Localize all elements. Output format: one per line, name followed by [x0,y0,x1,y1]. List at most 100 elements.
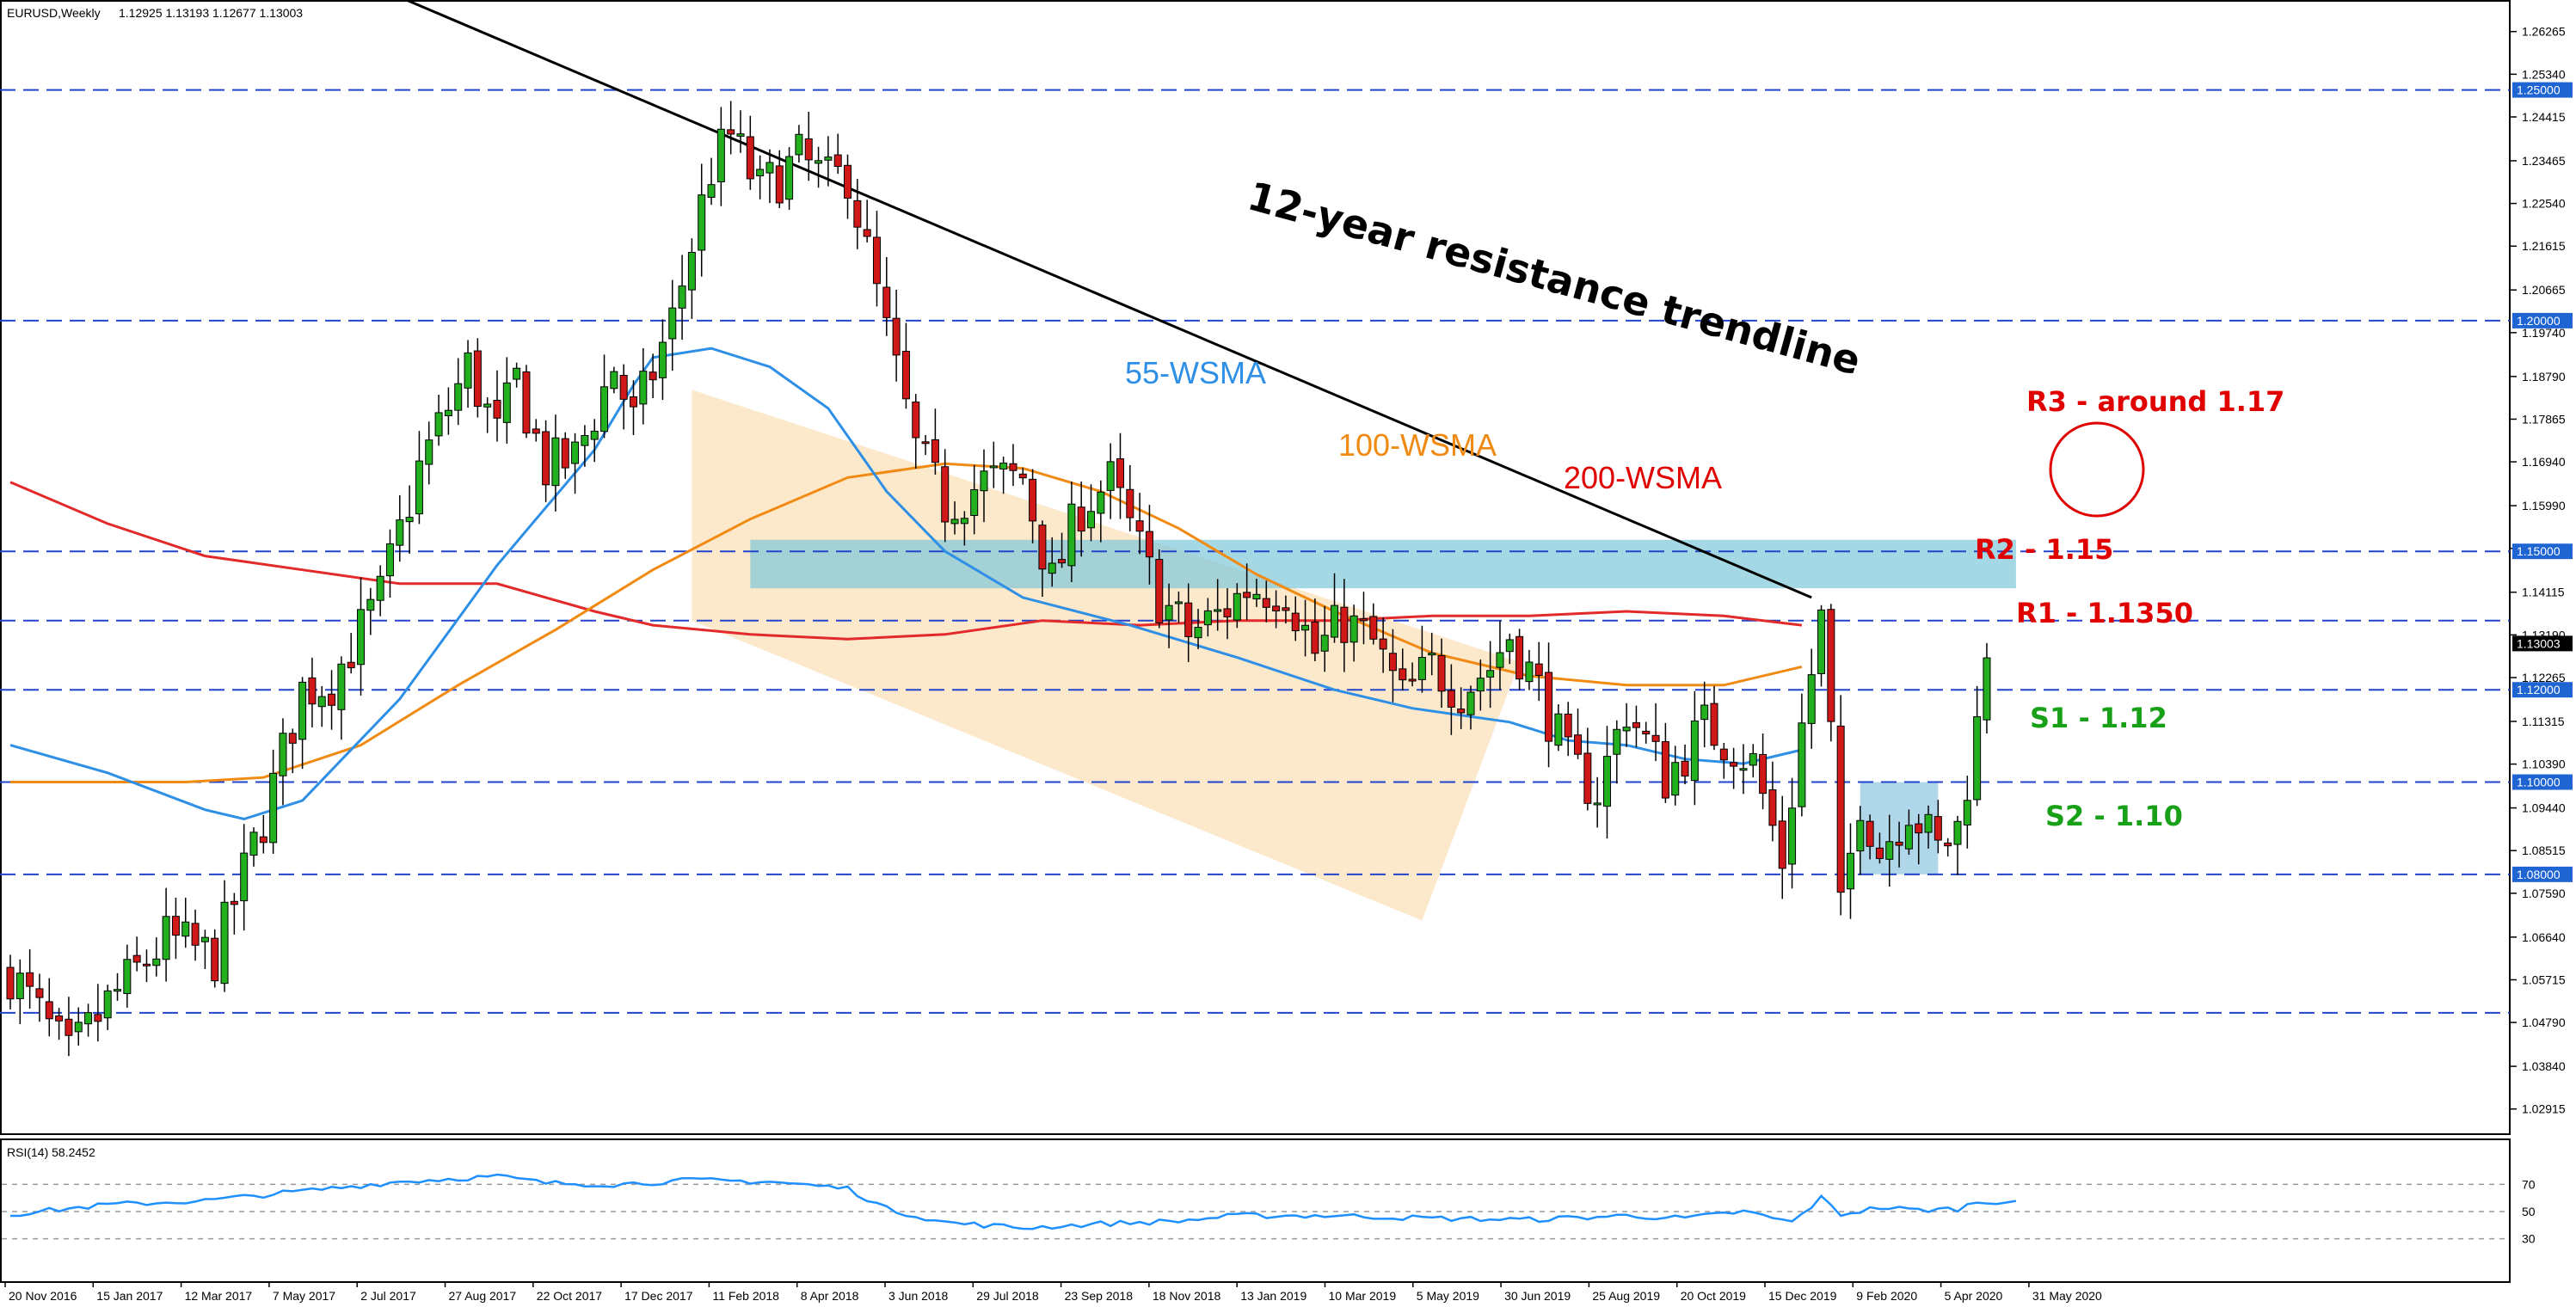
candle-body [1602,756,1611,807]
candle [65,997,73,1057]
candle-body [1018,473,1027,479]
candle [736,110,745,153]
candle [912,394,920,469]
candle [317,686,326,727]
candle [1194,609,1202,649]
candle [1564,702,1572,757]
candle-body [328,693,336,706]
candle [1145,505,1153,585]
candle-body [872,236,881,285]
candle [1924,805,1933,849]
candle-body [1759,753,1768,795]
candle [882,257,891,336]
candle-body [35,988,44,998]
candle-body [1730,762,1738,767]
candle-body [1320,635,1329,652]
candle [473,338,482,418]
candle-body [833,154,842,168]
candle-body [1807,674,1816,724]
candle [45,978,53,1037]
candle-body [84,1012,93,1025]
candle-body [1009,463,1017,471]
candle [1291,596,1300,641]
candle-body [542,431,550,486]
descending-channel [692,390,1520,921]
candle-body [1106,461,1115,491]
candle [1106,443,1115,519]
candle-body [1203,610,1212,626]
wsma200-line [9,481,1803,641]
candle-body [1681,760,1689,777]
candle-body [1915,823,1923,834]
candle-body [1944,842,1952,847]
x-axis-tick-label: 11 Feb 2018 [712,1289,779,1303]
candle [542,420,550,502]
x-axis-tick-label: 5 Apr 2020 [1945,1289,2003,1303]
candle [1233,583,1241,629]
candle-body [960,518,968,525]
candle-body [1515,635,1524,680]
y-axis-tick-label: 1.17865 [2522,412,2566,426]
candle [561,432,569,479]
y-axis-tick-label: 1.22540 [2522,197,2566,211]
candle [581,425,589,467]
candle-body [1836,725,1845,893]
level-price-tag-label: 1.25000 [2517,83,2561,97]
candle-body [142,963,151,966]
candle-body [678,285,686,309]
x-axis-tick-label: 29 Jul 2018 [976,1289,1039,1303]
candle-body [1895,841,1903,846]
candle-body [6,966,15,1000]
candle-body [171,916,180,936]
candle-body [1583,752,1592,804]
candle-body [1739,768,1748,771]
candle-body [785,156,794,200]
candle-body [863,229,871,237]
candle-body [1029,478,1037,522]
candle [1934,800,1942,854]
candle-body [844,164,852,199]
candle [639,347,648,425]
candle [833,133,842,175]
candle-body [1642,730,1651,735]
candle [590,419,599,463]
candle [1097,480,1105,543]
candle [1554,704,1563,752]
candle-body [1476,678,1485,692]
candle [385,529,394,598]
candle-body [687,252,696,291]
candle-body [337,663,346,710]
candle-body [26,972,34,987]
candle [200,930,209,969]
candle [1866,814,1874,860]
candle-body [1428,653,1436,656]
rsi-pane-border [0,1138,2511,1283]
candle [1827,604,1835,742]
y-axis-tick-label: 1.14115 [2522,586,2565,599]
candle [162,887,170,982]
candle [1009,444,1017,487]
candle [1875,832,1884,864]
r3-target-circle [2049,421,2145,518]
candle-body [912,402,920,439]
candle [279,718,287,806]
y-axis-tick-label: 1.07590 [2522,887,2566,900]
x-axis-tick-label: 30 Jun 2019 [1504,1289,1571,1303]
r2-label: R2 - 1.15 [1975,533,2113,566]
candle-body [1223,608,1232,617]
candle [1437,638,1446,709]
candle [1048,537,1056,587]
candle [347,633,355,674]
y-axis-tick-label: 1.11315 [2522,715,2565,728]
candle [1690,690,1699,806]
wsma200-label: 200-WSMA [1564,460,1722,495]
candle-body [1349,615,1358,643]
candle [454,358,463,426]
candle [1067,482,1076,582]
candle-body [571,441,580,464]
candle [707,157,716,206]
y-axis-tick-label: 1.26265 [2522,25,2566,39]
candle-body [590,430,599,440]
candle [872,211,881,307]
candle-body [707,184,716,198]
